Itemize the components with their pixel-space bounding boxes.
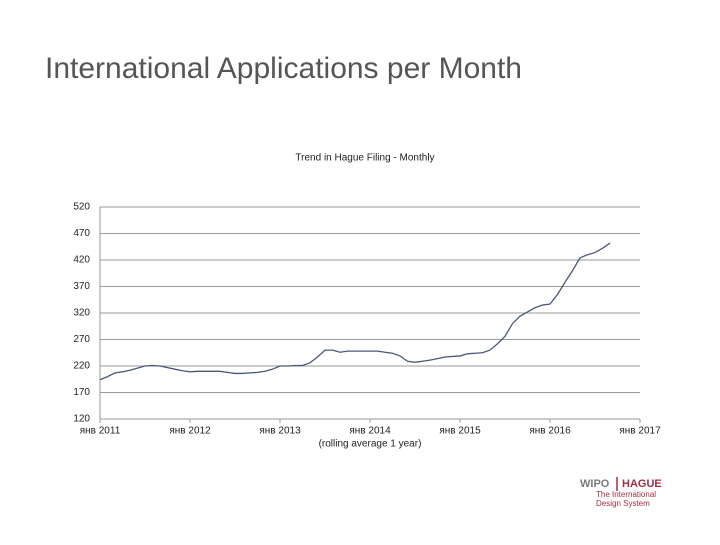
x-tick-label: янв 2011 — [80, 426, 121, 437]
line-series — [99, 242, 611, 381]
y-tick-label: 520 — [73, 202, 90, 213]
logo-right: HAGUE — [622, 478, 662, 490]
slide-title: International Applications per Month — [45, 52, 522, 85]
logo-left: WIPO — [580, 478, 610, 490]
x-tick-label: янв 2015 — [439, 426, 481, 437]
logo-line2: Design System — [596, 499, 650, 508]
x-tick-label: янв 2016 — [529, 426, 571, 437]
y-tick-label: 420 — [73, 255, 90, 266]
logo: WIPO HAGUE The International Design Syst… — [580, 477, 662, 508]
chart-title: Trend in Hague Filing - Monthly — [295, 153, 434, 164]
x-tick-label: янв 2013 — [259, 426, 301, 437]
y-tick-label: 370 — [73, 281, 90, 292]
x-tick-label: янв 2012 — [169, 426, 211, 437]
y-tick-label: 120 — [73, 414, 90, 425]
y-tick-label: 470 — [73, 228, 90, 239]
y-tick-label: 320 — [73, 308, 90, 319]
y-tick-label: 270 — [73, 334, 90, 345]
x-tick-label: янв 2014 — [349, 426, 391, 437]
x-axis-label: (rolling average 1 year) — [319, 439, 422, 450]
x-tick-label: янв 2017 — [619, 426, 661, 437]
y-tick-label: 170 — [73, 387, 90, 398]
logo-line1: The International — [596, 490, 656, 499]
y-tick-label: 220 — [73, 361, 90, 372]
